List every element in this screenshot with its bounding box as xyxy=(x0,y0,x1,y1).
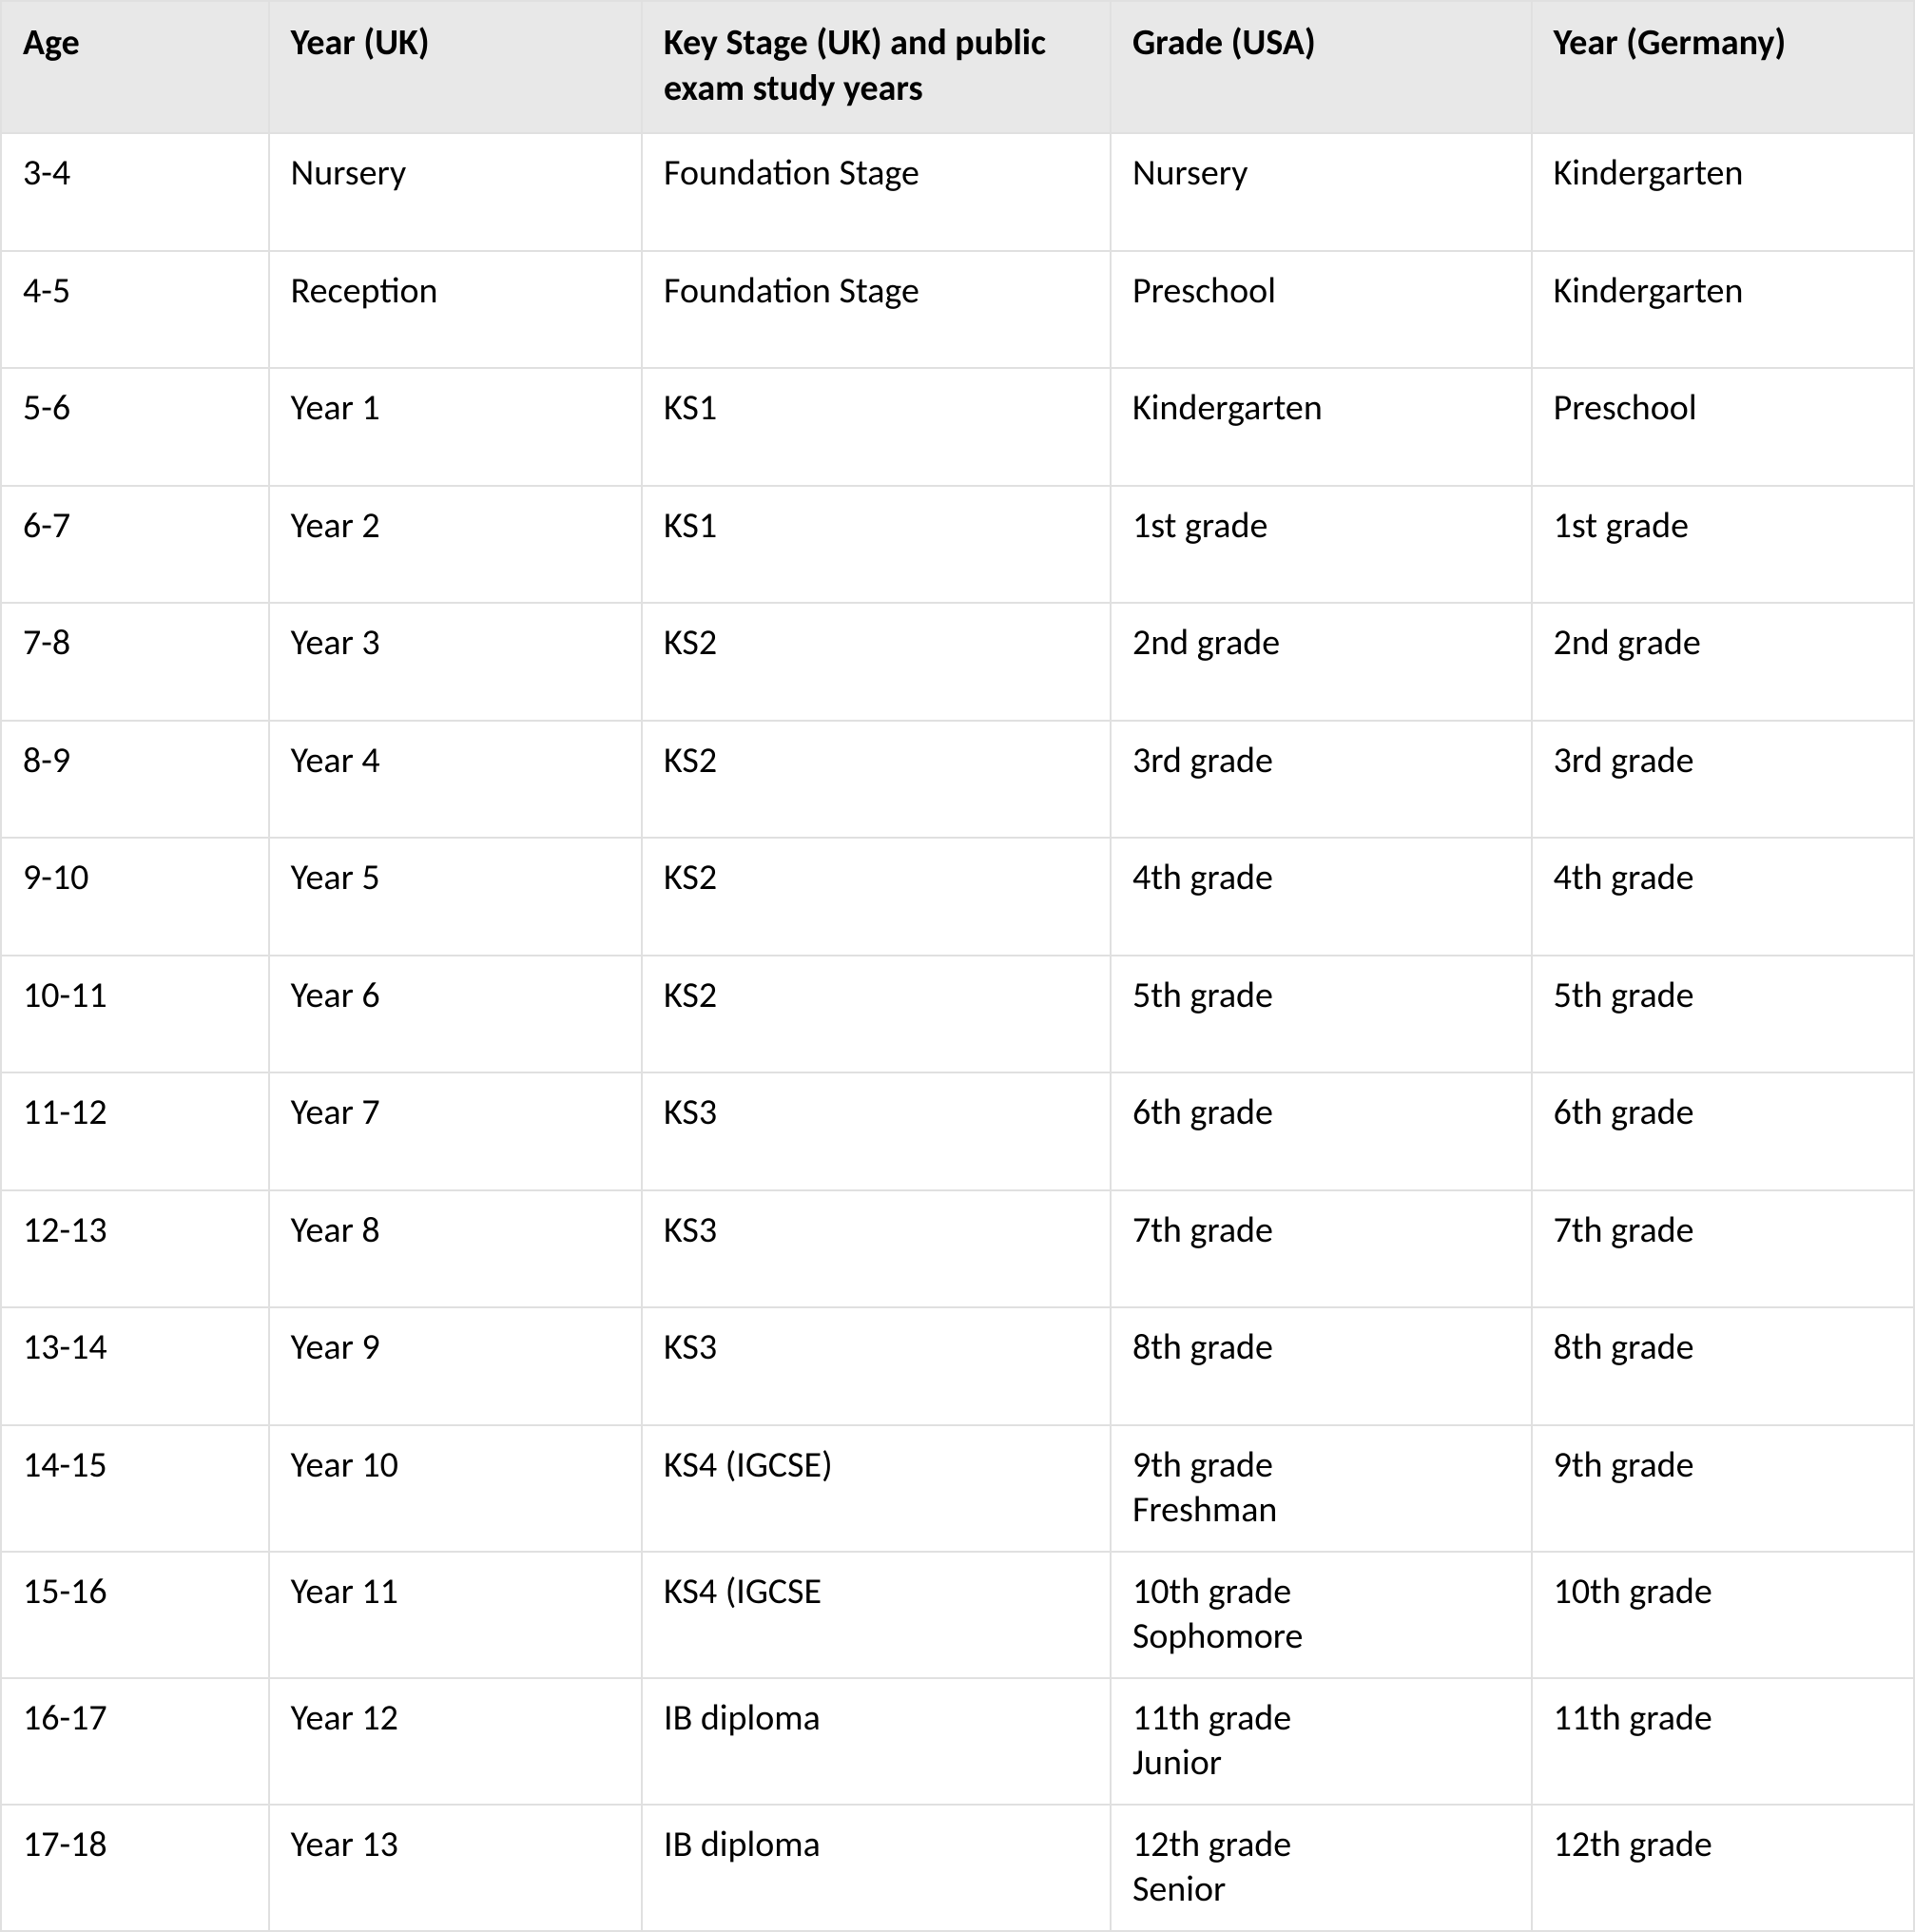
table-cell: Year 11 xyxy=(269,1552,642,1678)
table-cell: 7th grade xyxy=(1111,1190,1532,1308)
table-row: 10-11Year 6KS25th grade5th grade xyxy=(1,956,1914,1073)
table-row: 15-16Year 11KS4 (IGCSE10th gradeSophomor… xyxy=(1,1552,1914,1678)
table-row: 7-8Year 3KS22nd grade2nd grade xyxy=(1,603,1914,721)
table-cell: 8-9 xyxy=(1,721,269,839)
table-row: 9-10Year 5KS24th grade4th grade xyxy=(1,838,1914,956)
table-body: 3-4NurseryFoundation StageNurseryKinderg… xyxy=(1,133,1914,1931)
table-cell: Foundation Stage xyxy=(642,133,1111,251)
header-row: Age Year (UK) Key Stage (UK) and public … xyxy=(1,1,1914,133)
table-row: 13-14Year 9KS38th grade8th grade xyxy=(1,1307,1914,1425)
table-cell: 11-12 xyxy=(1,1072,269,1190)
table-cell: 2nd grade xyxy=(1532,603,1914,721)
table-cell: Nursery xyxy=(269,133,642,251)
table-row: 14-15Year 10KS4 (IGCSE)9th gradeFreshman… xyxy=(1,1425,1914,1552)
table-cell: 4th grade xyxy=(1532,838,1914,956)
table-cell: Year 12 xyxy=(269,1678,642,1805)
table-cell: 12th gradeSenior xyxy=(1111,1805,1532,1931)
table-cell: 5th grade xyxy=(1532,956,1914,1073)
table-cell: 2nd grade xyxy=(1111,603,1532,721)
table-cell: KS1 xyxy=(642,368,1111,486)
table-cell: Year 13 xyxy=(269,1805,642,1931)
table-cell: 8th grade xyxy=(1111,1307,1532,1425)
table-row: 11-12Year 7KS36th grade6th grade xyxy=(1,1072,1914,1190)
table-cell: 6-7 xyxy=(1,486,269,604)
table-row: 5-6Year 1KS1KindergartenPreschool xyxy=(1,368,1914,486)
table-cell: Kindergarten xyxy=(1532,251,1914,369)
table-row: 12-13Year 8KS37th grade7th grade xyxy=(1,1190,1914,1308)
col-header-year-uk: Year (UK) xyxy=(269,1,642,133)
table-row: 8-9Year 4KS23rd grade3rd grade xyxy=(1,721,1914,839)
table-row: 4-5ReceptionFoundation StagePreschoolKin… xyxy=(1,251,1914,369)
table-cell: KS2 xyxy=(642,603,1111,721)
table-cell: KS3 xyxy=(642,1307,1111,1425)
table-cell: KS4 (IGCSE xyxy=(642,1552,1111,1678)
table-cell: 3-4 xyxy=(1,133,269,251)
table-cell: Year 5 xyxy=(269,838,642,956)
table-cell: 4th grade xyxy=(1111,838,1532,956)
table-cell: 9th grade xyxy=(1532,1425,1914,1552)
table-cell: 10-11 xyxy=(1,956,269,1073)
table-row: 16-17Year 12IB diploma11th gradeJunior11… xyxy=(1,1678,1914,1805)
table-cell: Year 3 xyxy=(269,603,642,721)
table-cell: 7-8 xyxy=(1,603,269,721)
table-row: 6-7Year 2KS11st grade1st grade xyxy=(1,486,1914,604)
table-cell: KS2 xyxy=(642,838,1111,956)
table-cell: Preschool xyxy=(1532,368,1914,486)
table-cell: 3rd grade xyxy=(1532,721,1914,839)
table-cell: 3rd grade xyxy=(1111,721,1532,839)
table-cell: 6th grade xyxy=(1111,1072,1532,1190)
table-row: 17-18Year 13IB diploma12th gradeSenior12… xyxy=(1,1805,1914,1931)
table-cell: Reception xyxy=(269,251,642,369)
table-cell: KS1 xyxy=(642,486,1111,604)
table-cell: 12-13 xyxy=(1,1190,269,1308)
table-cell: 17-18 xyxy=(1,1805,269,1931)
table-cell: 14-15 xyxy=(1,1425,269,1552)
table-cell: Kindergarten xyxy=(1532,133,1914,251)
table-cell: Preschool xyxy=(1111,251,1532,369)
table-cell: 9-10 xyxy=(1,838,269,956)
table-cell: 8th grade xyxy=(1532,1307,1914,1425)
table-cell: KS3 xyxy=(642,1072,1111,1190)
table-cell: 11th grade xyxy=(1532,1678,1914,1805)
table-cell: 5th grade xyxy=(1111,956,1532,1073)
table-row: 3-4NurseryFoundation StageNurseryKinderg… xyxy=(1,133,1914,251)
table-cell: KS3 xyxy=(642,1190,1111,1308)
table-cell: Year 1 xyxy=(269,368,642,486)
table-cell: KS2 xyxy=(642,721,1111,839)
table-cell: Year 4 xyxy=(269,721,642,839)
table-cell: 1st grade xyxy=(1111,486,1532,604)
table-cell: Year 10 xyxy=(269,1425,642,1552)
table-cell: Year 7 xyxy=(269,1072,642,1190)
table-cell: Nursery xyxy=(1111,133,1532,251)
table-cell: 10th gradeSophomore xyxy=(1111,1552,1532,1678)
table-cell: Kindergarten xyxy=(1111,368,1532,486)
table-cell: IB diploma xyxy=(642,1678,1111,1805)
table-cell: Year 6 xyxy=(269,956,642,1073)
col-header-age: Age xyxy=(1,1,269,133)
table-cell: 15-16 xyxy=(1,1552,269,1678)
table-cell: Foundation Stage xyxy=(642,251,1111,369)
table-cell: IB diploma xyxy=(642,1805,1111,1931)
table-cell: 6th grade xyxy=(1532,1072,1914,1190)
table-header: Age Year (UK) Key Stage (UK) and public … xyxy=(1,1,1914,133)
table-cell: 13-14 xyxy=(1,1307,269,1425)
table-cell: KS4 (IGCSE) xyxy=(642,1425,1111,1552)
col-header-key-stage: Key Stage (UK) and public exam study yea… xyxy=(642,1,1111,133)
table-cell: Year 8 xyxy=(269,1190,642,1308)
table-cell: 16-17 xyxy=(1,1678,269,1805)
education-comparison-table: Age Year (UK) Key Stage (UK) and public … xyxy=(0,0,1915,1932)
table-cell: 10th grade xyxy=(1532,1552,1914,1678)
table-cell: KS2 xyxy=(642,956,1111,1073)
table-cell: 9th gradeFreshman xyxy=(1111,1425,1532,1552)
table-cell: 4-5 xyxy=(1,251,269,369)
table-cell: 5-6 xyxy=(1,368,269,486)
table-cell: Year 2 xyxy=(269,486,642,604)
col-header-grade-usa: Grade (USA) xyxy=(1111,1,1532,133)
col-header-year-germany: Year (Germany) xyxy=(1532,1,1914,133)
table-cell: 12th grade xyxy=(1532,1805,1914,1931)
table-cell: Year 9 xyxy=(269,1307,642,1425)
table-cell: 7th grade xyxy=(1532,1190,1914,1308)
table-cell: 1st grade xyxy=(1532,486,1914,604)
table-cell: 11th gradeJunior xyxy=(1111,1678,1532,1805)
